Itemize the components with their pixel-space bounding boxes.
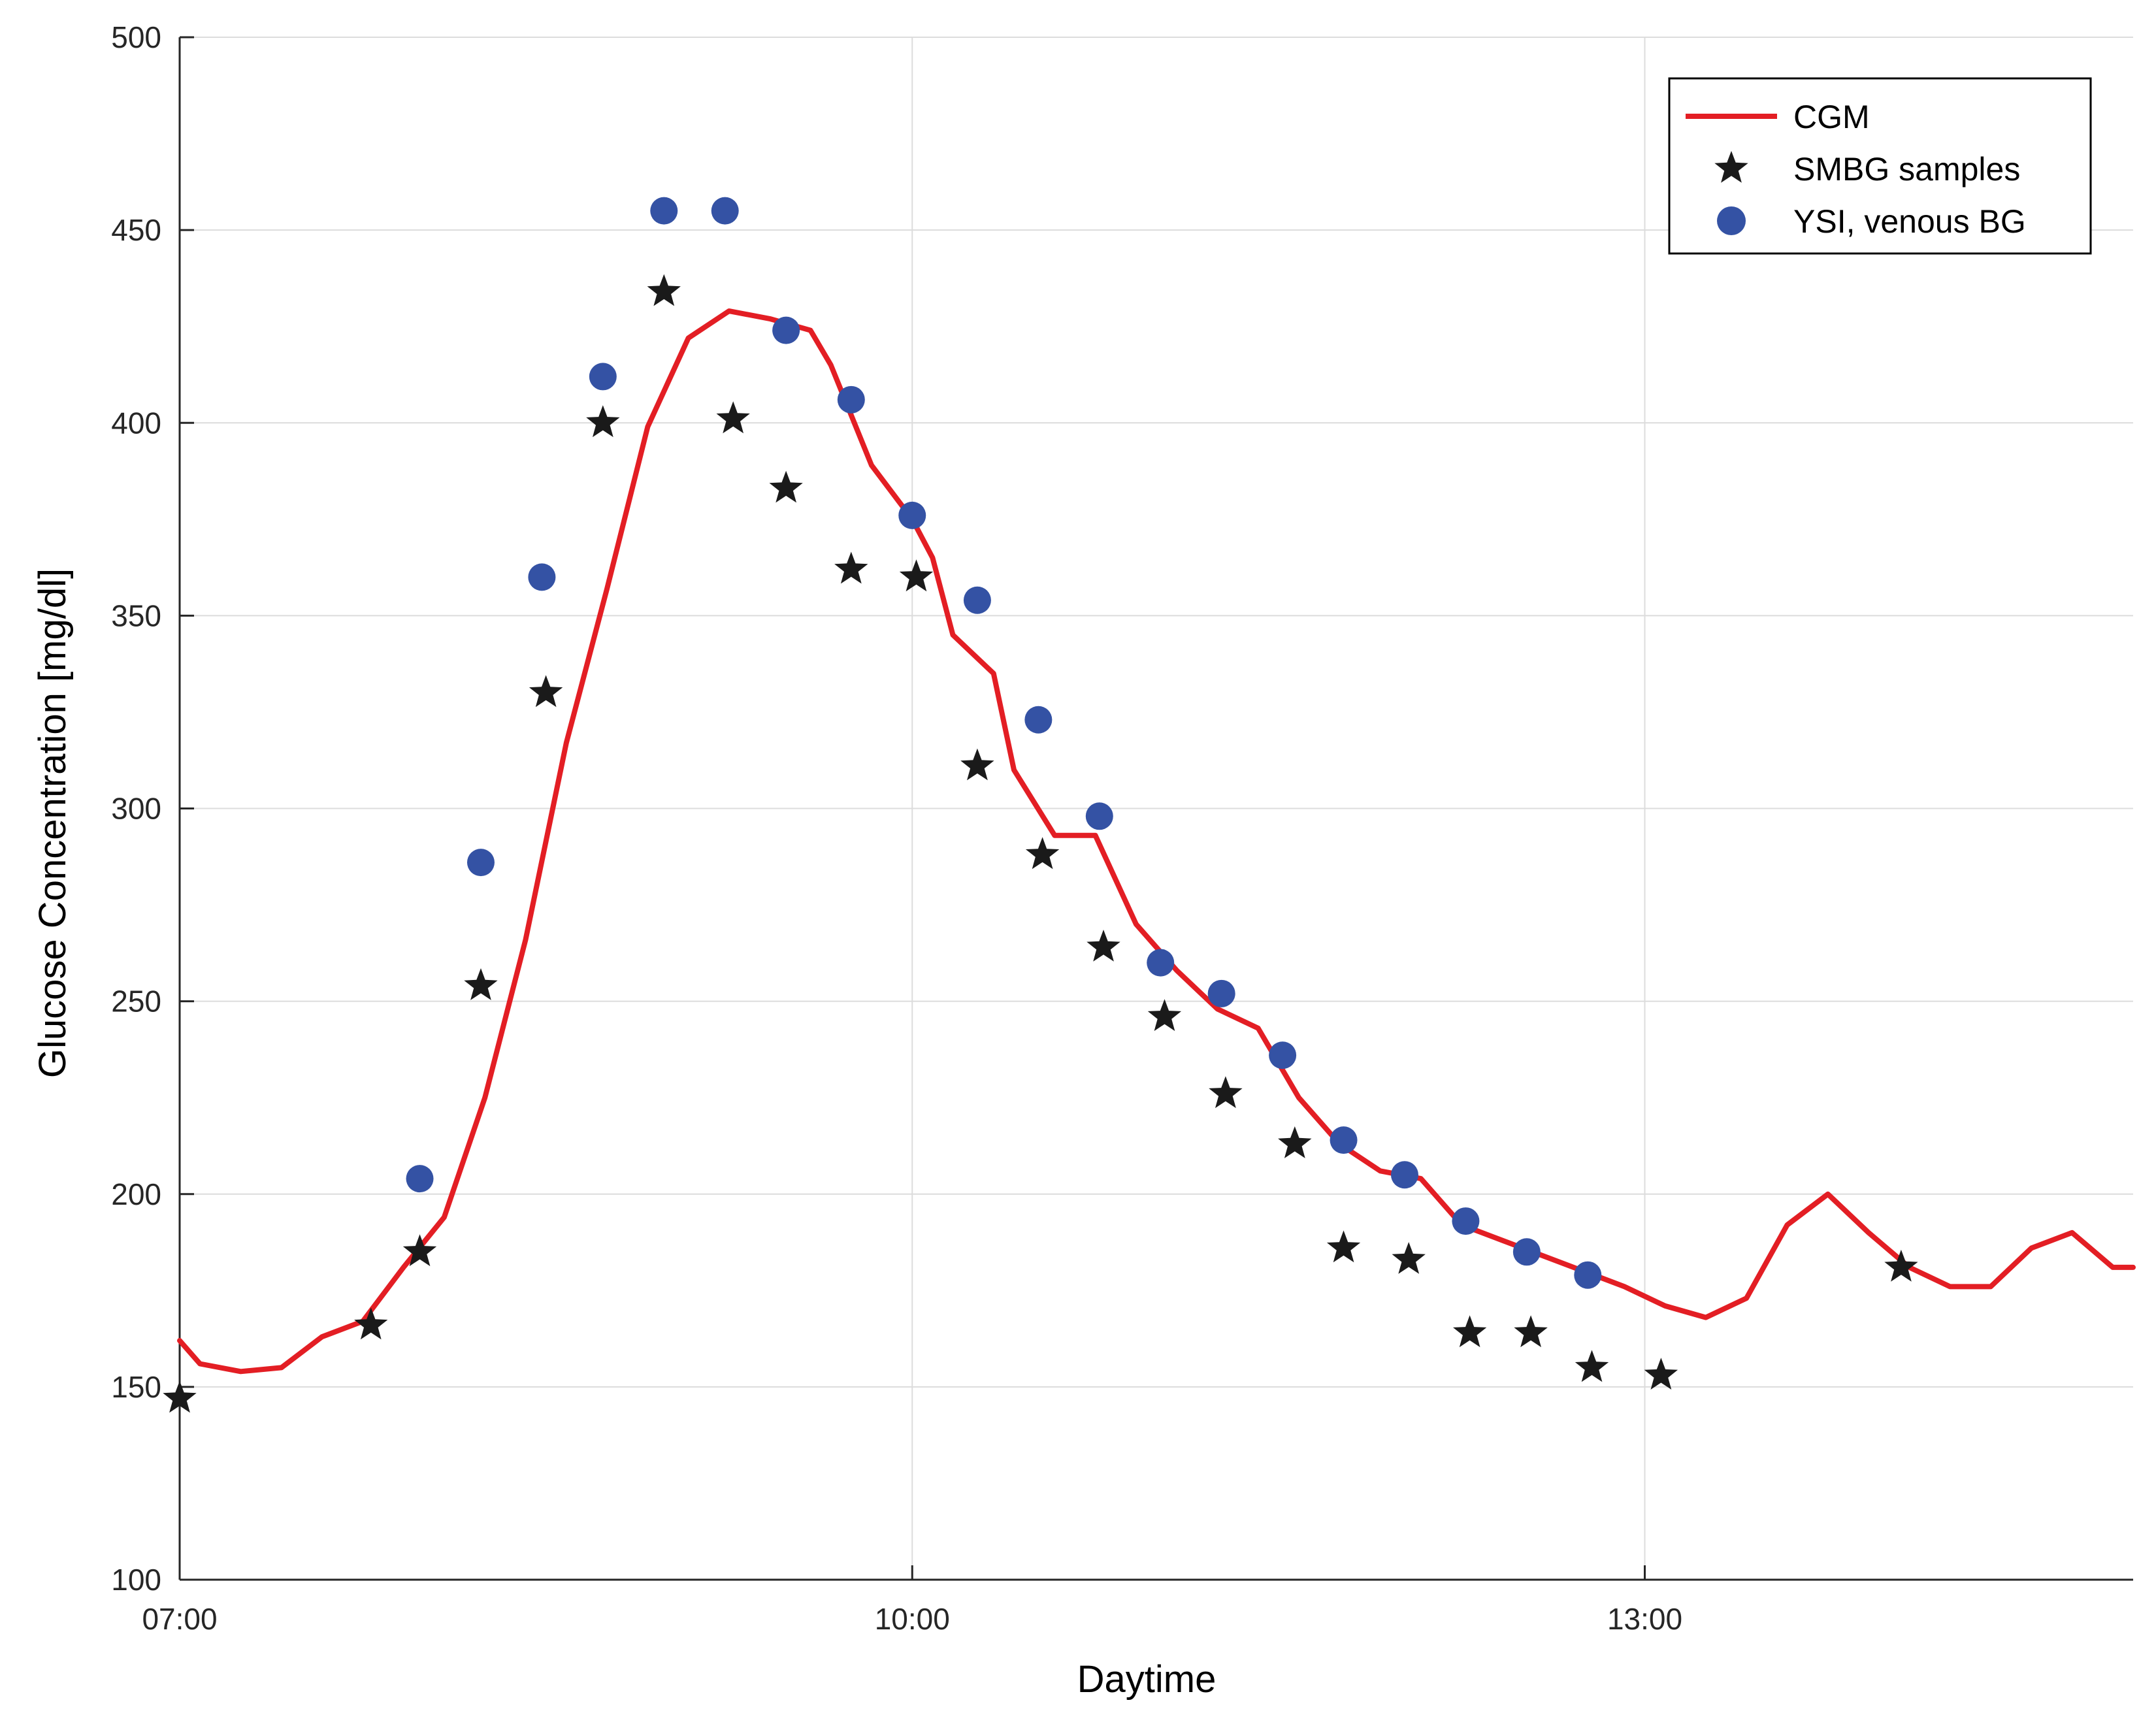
x-tick-label: 13:00: [1607, 1602, 1682, 1636]
legend-ysi-label: YSI, venous BG: [1793, 203, 2026, 240]
ysi-point: [711, 197, 739, 225]
smbg-point: [769, 470, 803, 503]
y-tick-label: 400: [111, 406, 161, 440]
x-tick-label: 10:00: [875, 1602, 950, 1636]
ysi-point: [963, 586, 991, 614]
smbg-point: [1147, 999, 1182, 1032]
smbg-point: [529, 675, 563, 708]
smbg-point: [1209, 1076, 1243, 1109]
ysi-point: [528, 563, 556, 591]
smbg-point: [716, 401, 750, 434]
smbg-point: [1514, 1315, 1548, 1348]
y-axis-title: Glucose Concentration [mg/dl]: [31, 568, 74, 1078]
ysi-point: [1574, 1261, 1602, 1289]
smbg-point: [1575, 1350, 1609, 1382]
smbg-point: [647, 274, 681, 306]
y-tick-label: 150: [111, 1370, 161, 1404]
smbg-point: [1278, 1126, 1312, 1158]
x-axis-title: Daytime: [1077, 1658, 1217, 1701]
axes-layer: [178, 36, 2133, 1581]
y-tick-label: 450: [111, 213, 161, 247]
y-tick-label: 250: [111, 985, 161, 1019]
smbg-point: [354, 1307, 388, 1340]
ysi-point: [1024, 706, 1053, 734]
smbg-point: [1644, 1358, 1678, 1390]
smbg-point: [1884, 1249, 1918, 1282]
smbg-point: [464, 968, 498, 1000]
smbg-point: [1326, 1230, 1361, 1263]
legend-smbg-star-icon: [1714, 151, 1748, 183]
smbg-point: [960, 748, 994, 781]
y-tick-label: 500: [111, 20, 161, 54]
smbg-point: [1392, 1242, 1426, 1274]
ysi-point: [1085, 802, 1113, 830]
ysi-point: [406, 1165, 434, 1193]
grid-layer: [180, 37, 2133, 1580]
legend-smbg-label: SMBG samples: [1793, 151, 2020, 187]
ysi-point: [650, 197, 678, 225]
smbg-point: [1086, 930, 1120, 962]
legend-ysi-circle-icon: [1717, 206, 1746, 235]
ysi-point: [466, 849, 495, 877]
y-tick-label: 200: [111, 1177, 161, 1211]
smbg-point: [834, 551, 868, 584]
ysi-point: [1207, 979, 1235, 1007]
smbg-point: [899, 559, 934, 592]
plot-layer: [163, 197, 2136, 1413]
y-tick-label: 100: [111, 1563, 161, 1597]
ysi-point: [1269, 1041, 1297, 1069]
smbg-point: [1025, 837, 1060, 870]
ysi-point: [898, 501, 926, 529]
ysi-point: [1390, 1161, 1418, 1189]
ysi-point: [772, 316, 800, 344]
ysi-point: [1512, 1238, 1541, 1266]
y-tick-label: 300: [111, 792, 161, 826]
ysi-point: [837, 385, 865, 414]
x-tick-label: 07:00: [142, 1602, 217, 1636]
legend-cgm-label: CGM: [1793, 99, 1870, 135]
cgm-line: [177, 308, 2136, 1375]
smbg-point: [586, 405, 620, 438]
ysi-point: [1330, 1126, 1358, 1154]
ysi-point: [1147, 949, 1175, 977]
y-tick-label: 350: [111, 598, 161, 632]
smbg-point: [1453, 1315, 1487, 1348]
legend: CGM SMBG samples YSI, venous BG: [1668, 77, 2092, 255]
smbg-point: [402, 1234, 437, 1267]
smbg-point: [163, 1380, 197, 1413]
ysi-point: [1452, 1207, 1480, 1235]
labels-layer: 100 150 200 250 300 350 400 450 500 07:00 10:00 13:…: [111, 20, 1682, 1636]
ysi-point: [589, 363, 617, 391]
